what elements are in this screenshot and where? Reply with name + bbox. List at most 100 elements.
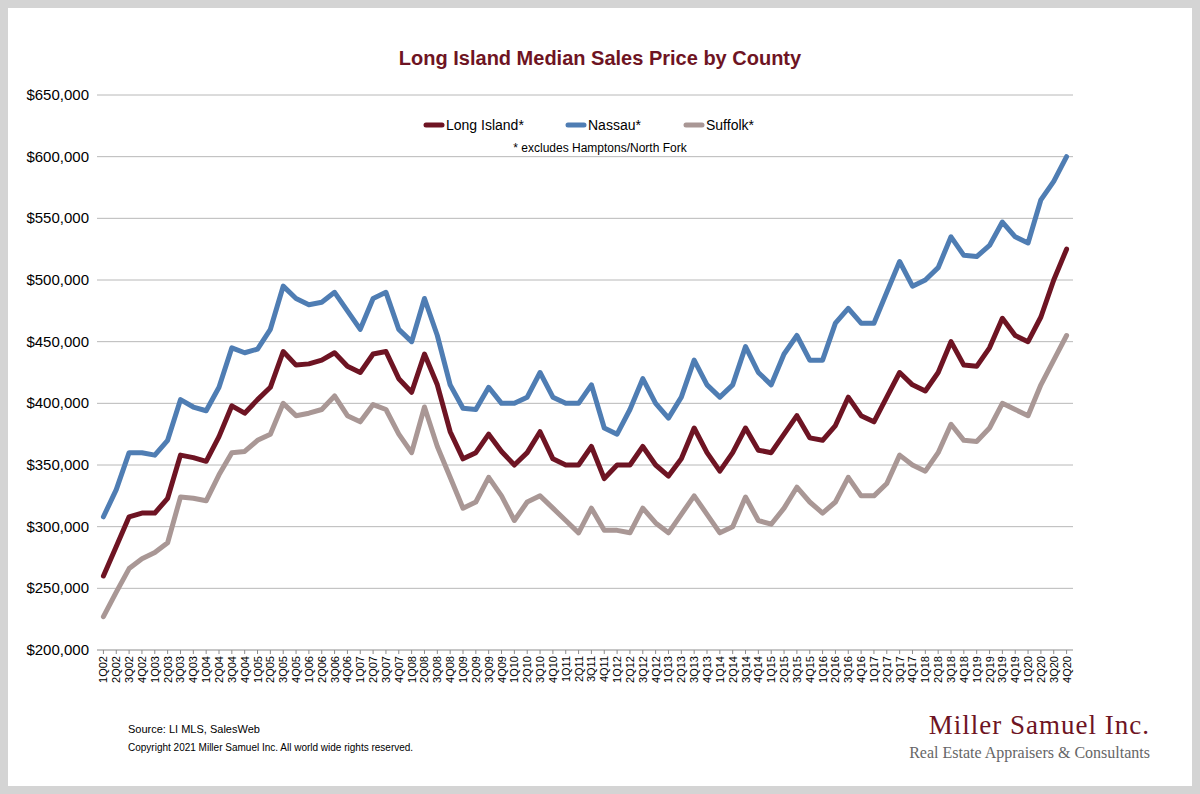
x-tick-label: 1Q10 (508, 656, 520, 683)
x-tick-label: 4Q06 (341, 656, 353, 683)
grid-line (97, 526, 1073, 527)
x-tick (167, 650, 168, 654)
x-tick (244, 650, 245, 654)
x-tick-label: 1Q11 (560, 656, 572, 682)
x-tick (501, 650, 502, 654)
frame (4, 4, 1196, 790)
x-tick-label: 3Q08 (431, 656, 443, 683)
grid-line (97, 588, 1073, 589)
x-tick (784, 650, 785, 654)
x-tick (475, 650, 476, 654)
x-tick (732, 650, 733, 654)
x-tick-label: 2Q15 (778, 656, 790, 683)
x-tick (296, 650, 297, 654)
x-tick (206, 650, 207, 654)
x-tick (976, 650, 977, 654)
background (0, 0, 1200, 794)
x-tick-label: 2Q17 (881, 656, 893, 683)
x-tick (745, 650, 746, 654)
x-tick-label: 1Q20 (1022, 656, 1034, 683)
title: Long Island Median Sales Price by County (399, 47, 802, 69)
x-tick (283, 650, 284, 654)
x-tick (527, 650, 528, 654)
x-tick (873, 650, 874, 654)
grid (97, 95, 1073, 650)
footnote: * excludes Hamptons/North Fork (513, 141, 687, 155)
x-tick-label: 2Q11 (573, 656, 585, 682)
x-tick-label: 4Q15 (804, 656, 816, 683)
x-tick (963, 650, 964, 654)
x-tick-label: 2Q04 (213, 656, 225, 683)
y-tick-label: $450,000 (26, 333, 89, 350)
x-tick-label: 4Q19 (1009, 656, 1021, 683)
x-tick-label: 1Q04 (200, 656, 212, 683)
x-tick (1002, 650, 1003, 654)
x-tick (129, 650, 130, 654)
x-tick-label: 4Q18 (958, 656, 970, 683)
x-tick-label: 3Q16 (842, 656, 854, 683)
x-tick (347, 650, 348, 654)
x-tick-label: 1Q02 (97, 656, 109, 683)
x-tick-label: 4Q17 (906, 656, 918, 683)
legend-label: Nassau* (588, 117, 641, 133)
x-tick (809, 650, 810, 654)
x-tick (565, 650, 566, 654)
legend-swatch (568, 123, 584, 128)
y-tick-label: $500,000 (26, 271, 89, 288)
x-tick (219, 650, 220, 654)
x-tick (540, 650, 541, 654)
x-tick-label: 4Q16 (855, 656, 867, 683)
x-tick-label: 4Q10 (547, 656, 559, 683)
x-tick (270, 650, 271, 654)
x-tick-label: 1Q15 (765, 656, 777, 683)
x-tick-label: 4Q02 (136, 656, 148, 683)
x-tick-label: 3Q20 (1048, 656, 1060, 683)
x-tick (1028, 650, 1029, 654)
x-tick-label: 1Q18 (919, 656, 931, 683)
chart: Long Island Median Sales Price by County… (0, 0, 1200, 794)
x-tick-label: 2Q03 (162, 656, 174, 683)
x-tick-label: 2Q08 (418, 656, 430, 683)
x-tick (373, 650, 374, 654)
x-tick-label: 4Q14 (752, 656, 764, 683)
y-tick-label: $200,000 (26, 641, 89, 658)
x-tick-label: 3Q09 (483, 656, 495, 683)
legend-swatch (686, 123, 702, 128)
x-tick (257, 650, 258, 654)
x-tick-label: 4Q12 (650, 656, 662, 683)
x-tick-label: 1Q06 (303, 656, 315, 683)
x-tick-label: 1Q14 (714, 656, 726, 683)
y-tick-label: $600,000 (26, 148, 89, 165)
x-tick (411, 650, 412, 654)
y-tick-label: $350,000 (26, 456, 89, 473)
series-line (103, 249, 1066, 576)
series-line (103, 157, 1066, 517)
x-tick-label: 3Q18 (945, 656, 957, 683)
x-tick-label: 3Q11 (585, 656, 597, 682)
x-tick (886, 650, 887, 654)
x-tick-label: 2Q09 (470, 656, 482, 683)
x-tick-label: 4Q08 (444, 656, 456, 683)
x-tick (116, 650, 117, 654)
x-tick (103, 650, 104, 654)
x-tick-label: 3Q07 (380, 656, 392, 683)
x-tick (334, 650, 335, 654)
x-tick (617, 650, 618, 654)
x-tick-label: 3Q13 (688, 656, 700, 683)
x-tick-label: 3Q03 (174, 656, 186, 683)
x-tick-label: 1Q05 (252, 656, 264, 683)
x-tick (180, 650, 181, 654)
x-tick (1040, 650, 1041, 654)
x-tick (424, 650, 425, 654)
x-tick-label: 4Q05 (290, 656, 302, 683)
x-tick (578, 650, 579, 654)
x-tick (463, 650, 464, 654)
x-tick (141, 650, 142, 654)
x-tick-label: 4Q07 (393, 656, 405, 683)
x-tick-label: 1Q13 (662, 656, 674, 683)
x-tick (835, 650, 836, 654)
x-tick (938, 650, 939, 654)
copyright: Copyright 2021 Miller Samuel Inc. All wo… (128, 742, 413, 753)
x-tick-label: 1Q17 (868, 656, 880, 683)
x-tick-label: 4Q11 (598, 656, 610, 682)
